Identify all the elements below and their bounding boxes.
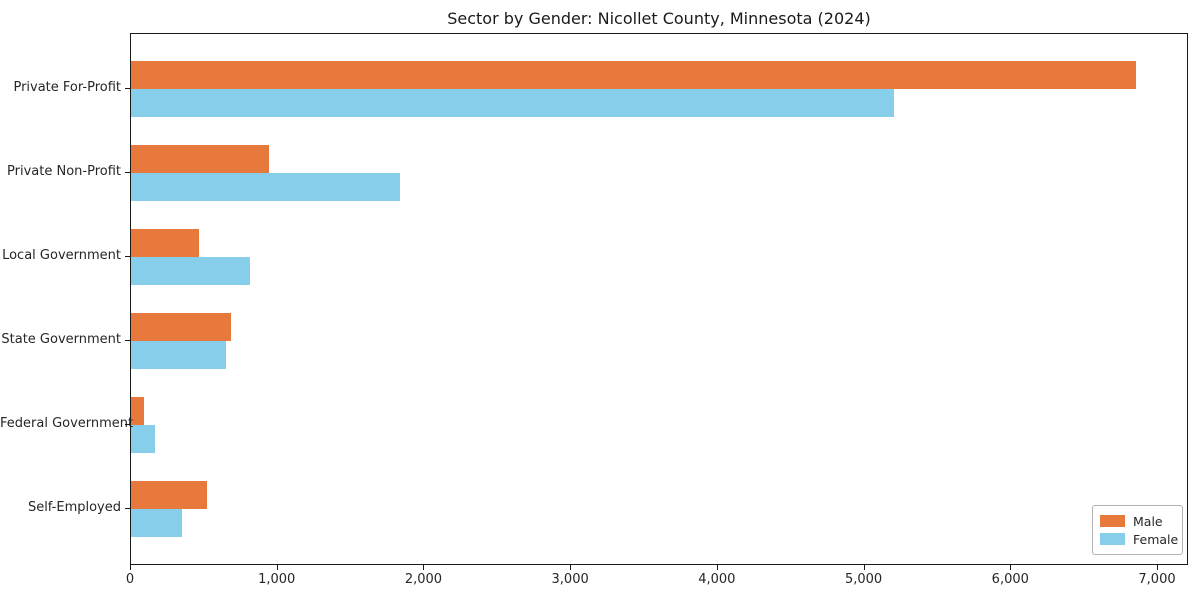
x-tick-label: 6,000 xyxy=(991,572,1029,587)
y-axis-label: Private For-Profit xyxy=(13,80,121,95)
bar-male xyxy=(131,397,145,425)
x-tick-label: 0 xyxy=(125,572,135,587)
x-tick-label: 1,000 xyxy=(258,572,296,587)
y-axis-label: Self-Employed xyxy=(27,500,121,515)
legend-item: Female xyxy=(1100,530,1178,548)
y-tick-mark xyxy=(125,88,130,89)
plot-area xyxy=(130,33,1188,565)
bar-female xyxy=(131,173,401,201)
y-axis-label: Local Government xyxy=(2,248,121,263)
x-tick-mark xyxy=(570,565,572,570)
legend-item: Male xyxy=(1100,512,1174,530)
x-tick-mark xyxy=(1157,565,1158,570)
legend: Male Female xyxy=(1092,505,1183,555)
bar-male xyxy=(131,229,199,257)
x-tick-mark xyxy=(423,565,425,570)
y-tick-mark xyxy=(125,172,130,173)
legend-swatch-male xyxy=(1100,515,1125,527)
y-axis-label: Private Non-Profit xyxy=(7,164,121,179)
bar-female xyxy=(131,341,226,369)
x-tick-label: 3,000 xyxy=(551,572,589,587)
x-tick-label: 7,000 xyxy=(1138,572,1176,587)
bar-male xyxy=(131,481,208,509)
x-tick-mark xyxy=(276,565,278,570)
legend-swatch-female xyxy=(1100,533,1125,545)
bar-female xyxy=(131,509,182,537)
bar-female xyxy=(131,257,250,285)
y-tick-mark xyxy=(125,508,130,509)
bar-male xyxy=(131,313,231,341)
y-axis-label: State Government xyxy=(1,332,121,347)
x-tick-label: 4,000 xyxy=(698,572,736,587)
bar-female xyxy=(131,425,156,453)
x-tick-mark xyxy=(716,565,718,570)
x-tick-label: 2,000 xyxy=(404,572,443,587)
bar-male xyxy=(131,61,1136,89)
x-tick-mark xyxy=(1010,565,1012,570)
bar-male xyxy=(131,145,269,173)
x-tick-mark xyxy=(863,565,865,570)
y-tick-mark xyxy=(125,340,130,341)
bar-female xyxy=(131,89,894,117)
legend-label: Male xyxy=(1133,513,1163,529)
y-tick-mark xyxy=(125,424,130,425)
x-tick-mark xyxy=(130,565,131,570)
legend-label: Female xyxy=(1133,531,1179,547)
y-axis-label: Federal Government xyxy=(0,416,134,431)
y-tick-mark xyxy=(125,256,130,257)
x-tick-label: 5,000 xyxy=(844,572,883,587)
chart-title: Sector by Gender: Nicollet County, Minne… xyxy=(447,9,871,28)
